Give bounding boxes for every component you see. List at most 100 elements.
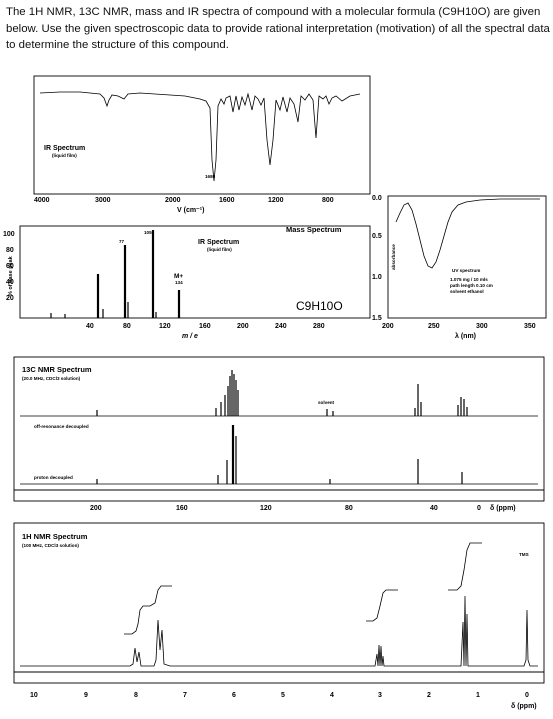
uv-spectrum-panel: absorbance 0.0 0.5 1.0 1.5 UV spectrum 1… — [372, 195, 547, 340]
c13-xtick-0: 0 — [477, 505, 481, 512]
h1-xtick-3: 3 — [378, 692, 382, 699]
uv-xtick-350: 350 — [524, 323, 536, 330]
ms-xtick-200: 200 — [237, 323, 249, 330]
h1-xtick-0: 0 — [525, 692, 529, 699]
ir-trace — [39, 91, 361, 182]
h1-subtitle: (100 MHz, CDCl3 solution) — [22, 543, 79, 548]
uv-y-label: absorbance — [391, 244, 396, 270]
c13-xtick-200: 200 — [90, 505, 102, 512]
h1-xtick-4: 4 — [330, 692, 334, 699]
ir-title: IR Spectrum — [44, 145, 85, 152]
ir-frame — [33, 75, 371, 195]
h1-tms-label: TMS — [519, 552, 529, 557]
ms-xtick-80: 80 — [123, 323, 131, 330]
c13-subtitle: (20.0 MHz, CDCl3 solution) — [22, 376, 81, 381]
h1-trace — [20, 595, 538, 667]
ms-ytick-100: 100 — [3, 231, 15, 238]
uv-x-ticks: 200 250 300 350 — [382, 323, 536, 330]
ms-peak-77-label: 77 — [119, 239, 125, 244]
ms-y-ticks: 100 80 60 40 20 — [3, 231, 15, 302]
ms-title: Mass Spectrum — [286, 225, 342, 234]
uv-ytick-0.5: 0.5 — [372, 233, 382, 240]
ms-xtick-280: 280 — [313, 323, 325, 330]
uv-title: UV spectrum — [452, 268, 480, 273]
h1-x-ticks: 10 9 8 7 6 5 4 3 2 1 0 — [30, 692, 529, 699]
ir-tick-800: 800 — [322, 197, 334, 204]
ms-frame — [19, 225, 371, 319]
h1-frame — [13, 522, 545, 684]
c13-xtick-40: 40 — [430, 505, 438, 512]
ir-tick-3000: 3000 — [95, 197, 111, 204]
uv-ytick-1.0: 1.0 — [372, 274, 382, 281]
mass-spectrum-panel: % of base peak 100 80 60 40 20 77 105 M+… — [3, 225, 371, 340]
c13-proton-decoupled-label: proton decoupled — [34, 475, 73, 480]
c13-xtick-120: 120 — [260, 505, 272, 512]
uv-frame — [387, 195, 547, 319]
h1-xtick-8: 8 — [134, 692, 138, 699]
ir-tick-2000: 2000 — [165, 197, 181, 204]
h1-integral-ch3 — [448, 542, 482, 591]
c13-title: 13C NMR Spectrum — [22, 365, 92, 374]
h1-integral-aromatic — [124, 585, 172, 635]
ms-xtick-120: 120 — [159, 323, 171, 330]
c13-nmr-panel: 13C NMR Spectrum (20.0 MHz, CDCl3 soluti… — [13, 356, 545, 512]
ir-subtitle: (liquid film) — [52, 153, 77, 158]
h1-xtick-1: 1 — [476, 692, 480, 699]
ir-x-ticks: 4000 3000 2000 1600 1200 800 — [34, 197, 334, 204]
ir-x-label: V (cm⁻¹) — [177, 207, 204, 214]
ms-formula: C9H10O — [296, 299, 343, 313]
ms-ytick-60: 60 — [6, 263, 14, 270]
uv-xtick-300: 300 — [476, 323, 488, 330]
h1-title: 1H NMR Spectrum — [22, 532, 88, 541]
h1-integral-ch2 — [366, 589, 398, 622]
ms-xtick-160: 160 — [199, 323, 211, 330]
c13-solvent-label: solvent — [318, 400, 335, 405]
ms-x-ticks: 40 80 120 160 200 240 280 — [86, 323, 325, 330]
h1-nmr-panel: 1H NMR Spectrum (100 MHz, CDCl3 solution… — [13, 522, 545, 710]
ms-ytick-40: 40 — [6, 279, 14, 286]
h1-xtick-10: 10 — [30, 692, 38, 699]
question-text: The 1H NMR, 13C NMR, mass and IR spectra… — [6, 6, 550, 51]
h1-xtick-7: 7 — [183, 692, 187, 699]
ms-mplus-value: 134 — [175, 280, 183, 285]
c13-xtick-160: 160 — [176, 505, 188, 512]
uv-ytick-0: 0.0 — [372, 195, 382, 202]
uv-info-1: 1.075 mg / 10 mls — [450, 277, 488, 282]
uv-ytick-1.5: 1.5 — [372, 315, 382, 322]
ms-xtick-40: 40 — [86, 323, 94, 330]
ir-tick-1600: 1600 — [219, 197, 235, 204]
ms-x-label: m / e — [182, 333, 198, 340]
c13-off-resonance-label: off-resonance decoupled — [34, 424, 89, 429]
ms-peaks — [50, 230, 181, 318]
c13-xtick-80: 80 — [345, 505, 353, 512]
ms-mplus-label: M+ — [174, 273, 183, 280]
h1-x-label: δ (ppm) — [511, 703, 537, 710]
ms-ytick-20: 20 — [6, 295, 14, 302]
h1-xtick-9: 9 — [84, 692, 88, 699]
uv-info-3: solvent ethanol — [450, 289, 484, 294]
ir-tick-4000: 4000 — [34, 197, 50, 204]
h1-xtick-6: 6 — [232, 692, 236, 699]
h1-xtick-5: 5 — [281, 692, 285, 699]
ms-ytick-80: 80 — [6, 247, 14, 254]
uv-x-label: λ (nm) — [455, 332, 476, 340]
uv-info-2: path length 0.10 cm — [450, 283, 493, 288]
uv-trace — [395, 198, 540, 269]
c13-pd-peaks — [96, 425, 463, 484]
ms-peak-105-label: 105 — [144, 230, 152, 235]
ms-overlay-subtitle: (liquid film) — [207, 247, 232, 252]
c13-x-ticks: 200 160 120 80 40 0 — [90, 505, 481, 512]
c13-off-peaks — [96, 370, 468, 416]
uv-y-ticks: 0.0 0.5 1.0 1.5 — [372, 195, 382, 322]
ir-tick-1200: 1200 — [268, 197, 284, 204]
ms-xtick-240: 240 — [275, 323, 287, 330]
ir-spectrum-panel: IR Spectrum (liquid film) 1680 4000 3000… — [33, 75, 371, 214]
ms-overlay-title: IR Spectrum — [198, 239, 239, 246]
ms-y-label: % of base peak — [8, 255, 14, 296]
c13-frame — [13, 356, 545, 502]
uv-xtick-250: 250 — [428, 323, 440, 330]
uv-xtick-200: 200 — [382, 323, 394, 330]
h1-xtick-2: 2 — [427, 692, 431, 699]
ir-peak-label: 1680 — [205, 174, 216, 179]
